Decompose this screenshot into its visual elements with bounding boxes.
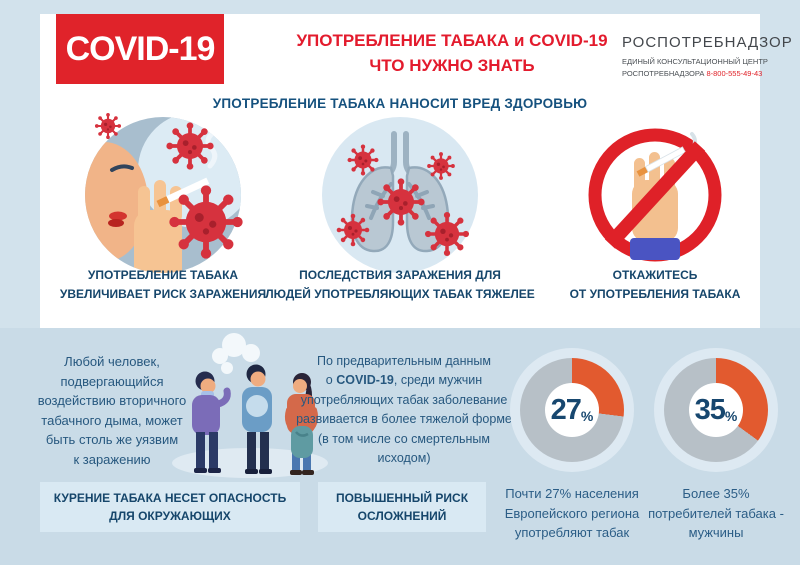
covid-19-badge: COVID-19: [56, 14, 224, 84]
stat-35-description: Более 35% потребителей табака - мужчины: [648, 486, 784, 540]
donut-chart-35-center: 35%: [689, 383, 743, 437]
stat-35-percent-sign: %: [724, 408, 738, 424]
rospotrebnadzor-block: РОСПОТРЕБНАДЗОР ЕДИНЫЙ КОНСУЛЬТАЦИОННЫЙ …: [622, 34, 793, 80]
people-illustration: [172, 333, 328, 478]
secondhand-smoke-text: Любой человек, подвергающийся воздействи…: [37, 354, 187, 467]
smoking-increases-risk-illustration: [85, 111, 248, 273]
top-card: COVID-19 УПОТРЕБЛЕНИЕ ТАБАКА и COVID-19 …: [40, 14, 792, 328]
caption-quit: ОТКАЖИТЕСЬ ОТ УПОТРЕБЛЕНИЯ ТАБАКА: [569, 268, 741, 301]
complications-risk-box: ПОВЫШЕННЫЙ РИСК ОСЛОЖНЕНИЙ: [318, 482, 486, 532]
covid-data-text: По предварительным данным о COVID-19, ср…: [294, 352, 514, 468]
covid-data-text-part1: По предварительным данным о: [317, 354, 491, 388]
hotline-phone: 8-800-555-49-43: [706, 69, 763, 78]
stat-27-number: 27: [550, 393, 582, 426]
covid-19-emphasis: COVID-19: [336, 373, 394, 388]
infected-lungs-illustration: [322, 117, 478, 273]
poster-title: УПОТРЕБЛЕНИЕ ТАБАКА и COVID-19 ЧТО НУЖНО…: [296, 31, 608, 75]
stat-35-number: 35: [694, 393, 726, 426]
no-smoking-sign: [588, 128, 722, 262]
org-subtitle: ЕДИНЫЙ КОНСУЛЬТАЦИОННЫЙ ЦЕНТР РОСПОТРЕБН…: [622, 56, 772, 80]
donut-chart-27-halo: 27%: [510, 348, 634, 472]
org-subtitle-text: ЕДИНЫЙ КОНСУЛЬТАЦИОННЫЙ ЦЕНТР РОСПОТРЕБН…: [622, 57, 768, 78]
donut-chart-35-halo: 35%: [654, 348, 778, 472]
danger-to-others-box: КУРЕНИЕ ТАБАКА НЕСЕТ ОПАСНОСТЬ ДЛЯ ОКРУЖ…: [40, 482, 300, 532]
stat-27-percent-sign: %: [580, 408, 594, 424]
donut-chart-35: 35%: [664, 358, 768, 462]
stat-27-description: Почти 27% населения Европейского региона…: [504, 486, 640, 540]
section-subtitle: УПОТРЕБЛЕНИЕ ТАБАКА НАНОСИТ ВРЕД ЗДОРОВЬ…: [212, 96, 588, 111]
org-name: РОСПОТРЕБНАДЗОР: [622, 34, 793, 51]
caption-consequences: ПОСЛЕДСТВИЯ ЗАРАЖЕНИЯ ДЛЯ ЛЮДЕЙ УПОТРЕБЛ…: [265, 268, 535, 301]
donut-chart-27-center: 27%: [545, 383, 599, 437]
donut-chart-27: 27%: [520, 358, 624, 462]
covid-data-text-part2: , среди мужчин употребляющих табак забол…: [296, 373, 512, 465]
caption-risk: УПОТРЕБЛЕНИЕ ТАБАКА УВЕЛИЧИВАЕТ РИСК ЗАР…: [59, 268, 267, 301]
